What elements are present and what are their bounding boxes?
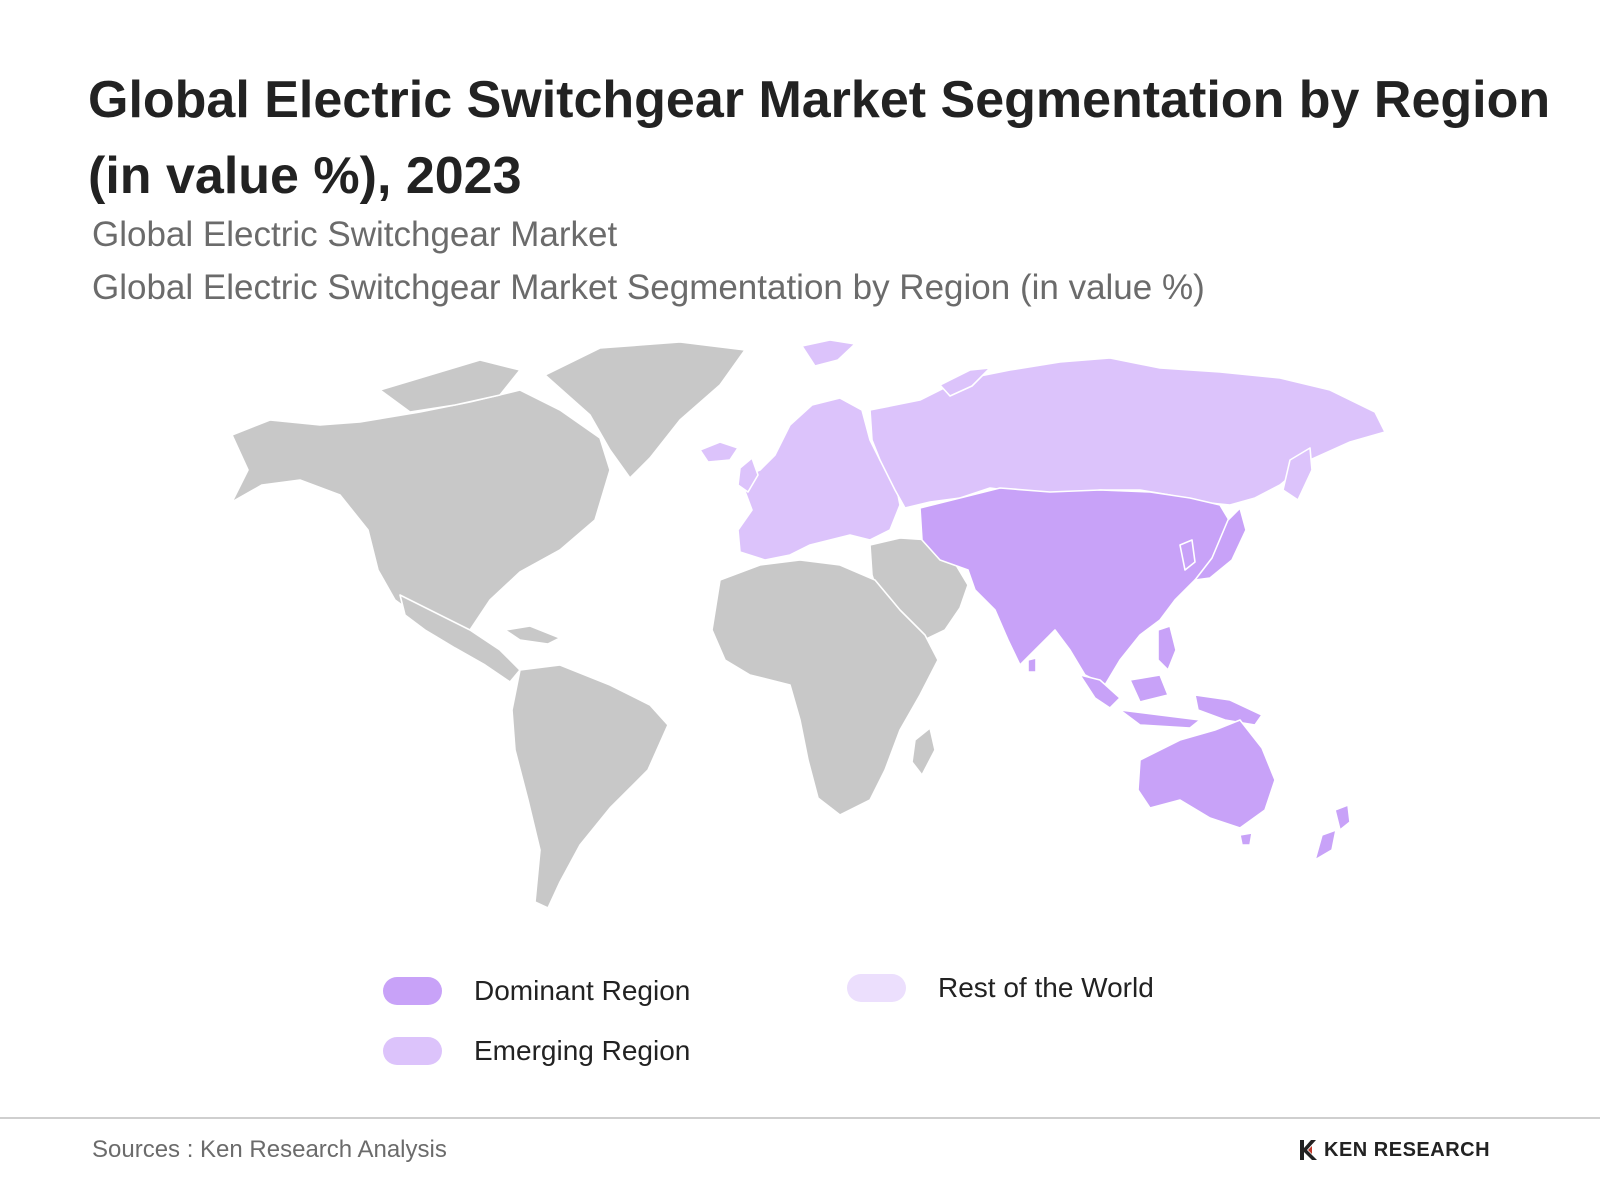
region-philippines xyxy=(1157,625,1177,671)
region-south-america xyxy=(511,664,669,909)
region-korea xyxy=(1179,539,1196,571)
region-svalbard xyxy=(801,339,856,367)
region-indonesia xyxy=(1079,674,1201,729)
region-north-america xyxy=(231,389,611,631)
footer-divider xyxy=(0,1117,1600,1119)
legend-label-rest-of-world: Rest of the World xyxy=(938,972,1154,1003)
legend-label-emerging: Emerging Region xyxy=(474,1035,691,1066)
region-tasmania xyxy=(1239,832,1253,846)
legend-label-dominant: Dominant Region xyxy=(474,975,691,1006)
subtitle-segmentation: Global Electric Switchgear Market Segmen… xyxy=(92,268,1205,307)
region-asia-mainland xyxy=(919,487,1236,686)
region-sri-lanka xyxy=(1027,657,1037,673)
region-central-america xyxy=(399,594,521,683)
region-madagascar xyxy=(911,727,936,776)
region-british-isles xyxy=(737,457,759,493)
legend-swatch-dominant xyxy=(383,977,442,1005)
ken-research-logo-icon xyxy=(1300,1140,1317,1160)
legend-swatch-rest-of-world xyxy=(847,974,906,1002)
region-japan xyxy=(1194,507,1247,581)
legend-item-rest-of-world: Rest of the World xyxy=(847,972,1154,1004)
region-greenland xyxy=(544,341,746,479)
region-iceland xyxy=(699,441,739,463)
ken-research-logo: KEN RESEARCH xyxy=(1298,1138,1490,1162)
legend-item-emerging: Emerging Region xyxy=(383,1035,690,1067)
region-new-zealand xyxy=(1314,804,1351,861)
legend-item-dominant: Dominant Region xyxy=(383,975,690,1007)
region-arctic-islands xyxy=(379,359,521,413)
region-caribbean xyxy=(504,625,561,645)
subtitle-market: Global Electric Switchgear Market xyxy=(92,215,618,254)
source-note: Sources : Ken Research Analysis xyxy=(92,1136,447,1163)
region-novaya-zemlya xyxy=(939,367,991,397)
region-new-guinea xyxy=(1194,694,1263,726)
region-australia xyxy=(1137,719,1276,829)
region-europe xyxy=(737,397,901,561)
legend-swatch-emerging xyxy=(383,1037,442,1065)
region-africa xyxy=(711,559,939,816)
region-russia xyxy=(869,357,1386,509)
logo-text: KEN RESEARCH xyxy=(1324,1138,1491,1161)
page-title: Global Electric Switchgear Market Segmen… xyxy=(88,71,1551,205)
region-kamchatka xyxy=(1282,447,1313,501)
world-map xyxy=(231,339,1386,909)
